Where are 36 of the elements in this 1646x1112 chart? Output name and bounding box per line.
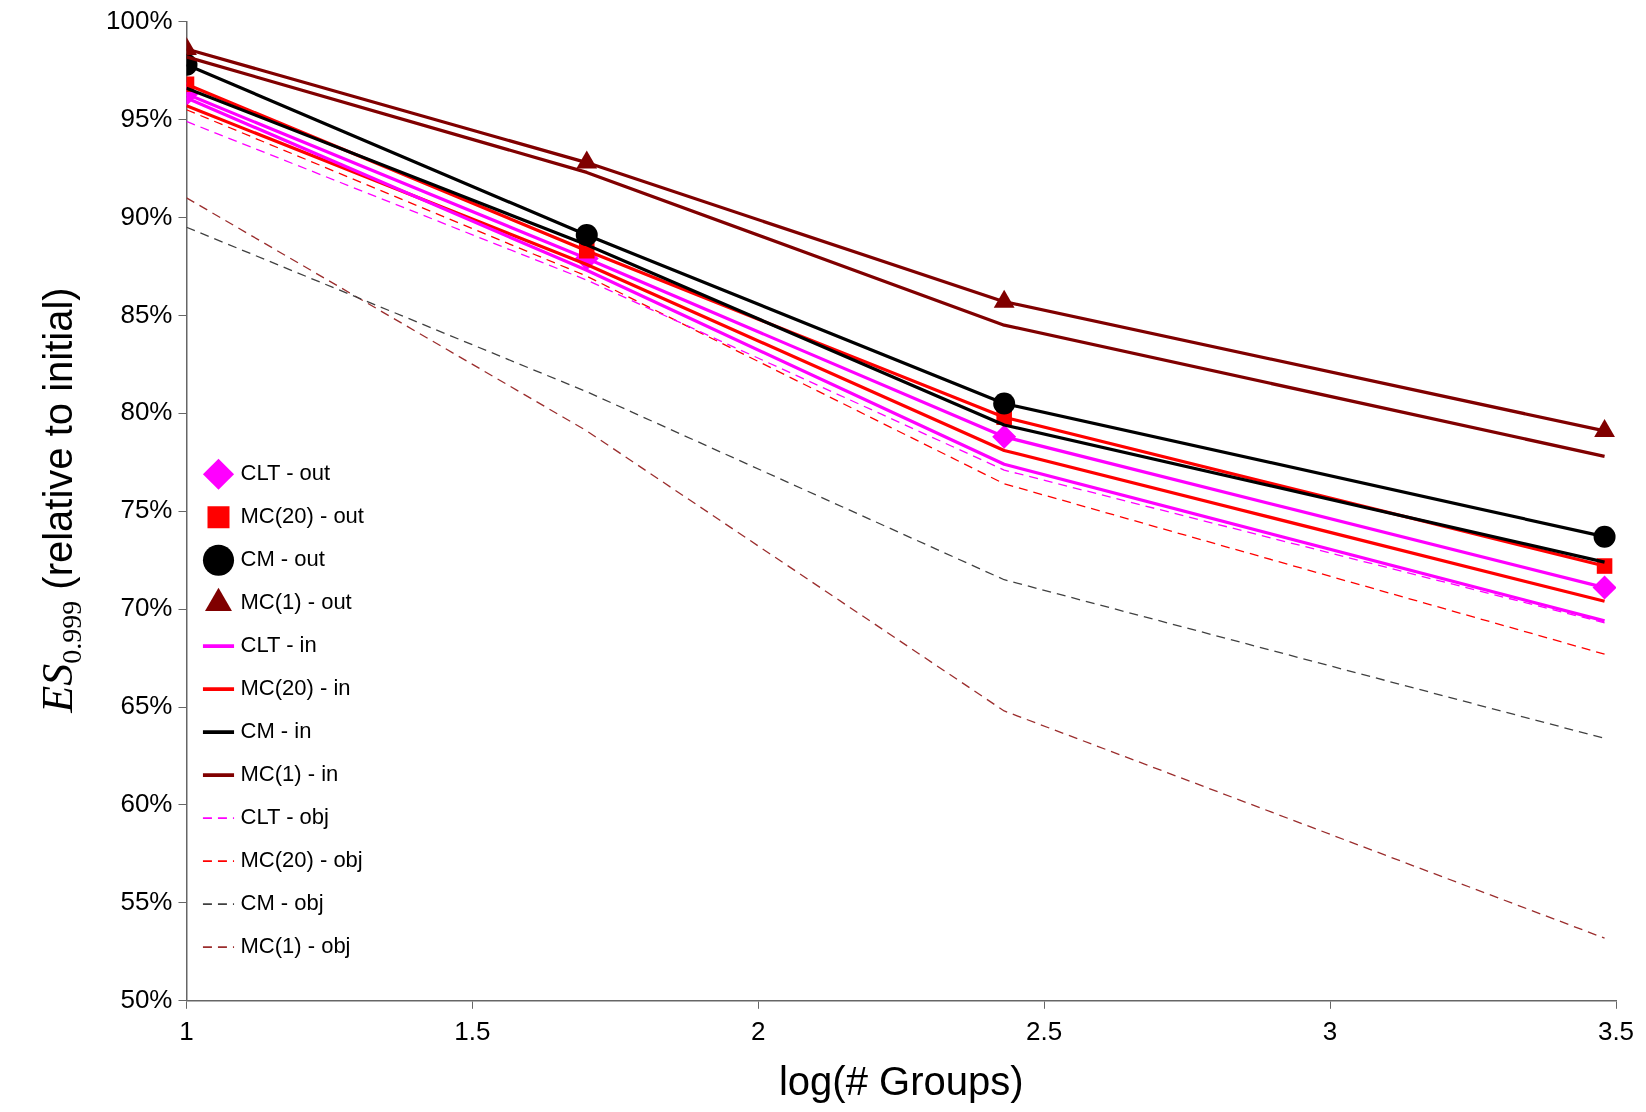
point xyxy=(1592,575,1616,600)
y-tick-label: 60% xyxy=(120,788,173,819)
x-axis-title: log(# Groups) xyxy=(778,1059,1024,1104)
y-tick-label: 95% xyxy=(120,102,173,133)
legend-label: CLT - out xyxy=(240,460,331,486)
legend-label: CM - obj xyxy=(240,890,324,916)
y-tick-label: 65% xyxy=(120,690,173,721)
x-tick-label: 3.5 xyxy=(1597,1015,1635,1046)
legend-label: CLT - obj xyxy=(240,804,329,830)
y-tick-label: 75% xyxy=(120,494,173,525)
point xyxy=(992,424,1017,449)
y-tick-label: 90% xyxy=(120,200,173,231)
point xyxy=(1593,525,1616,548)
y-tick-label: 70% xyxy=(120,592,173,623)
legend-label: MC(1) - obj xyxy=(240,933,351,959)
y-tick-label: 50% xyxy=(120,983,173,1014)
legend-label: CM - in xyxy=(240,718,312,744)
legend-label: MC(20) - in xyxy=(240,675,351,701)
x-tick-label: 3 xyxy=(1322,1015,1338,1046)
x-tick-label: 2.5 xyxy=(1026,1015,1063,1046)
y-tick-label: 80% xyxy=(120,396,173,427)
y-tick-label: 100% xyxy=(106,4,173,35)
x-tick-label: 2 xyxy=(751,1015,766,1046)
legend-label: MC(1) - out xyxy=(240,589,352,615)
x-tick-label: 1.5 xyxy=(454,1015,491,1046)
point xyxy=(993,392,1016,415)
line-series xyxy=(186,197,1606,939)
legend-label: CLT - in xyxy=(240,632,317,658)
legend-label: CM - out xyxy=(240,546,325,572)
point xyxy=(575,224,598,247)
legend-label: MC(20) - obj xyxy=(240,847,363,873)
x-tick-label: 1 xyxy=(179,1015,194,1046)
legend-label: MC(20) - out xyxy=(240,503,364,529)
y-tick-label: 55% xyxy=(120,886,173,917)
y-tick-label: 85% xyxy=(120,298,173,329)
legend-label: MC(1) - in xyxy=(240,761,339,787)
